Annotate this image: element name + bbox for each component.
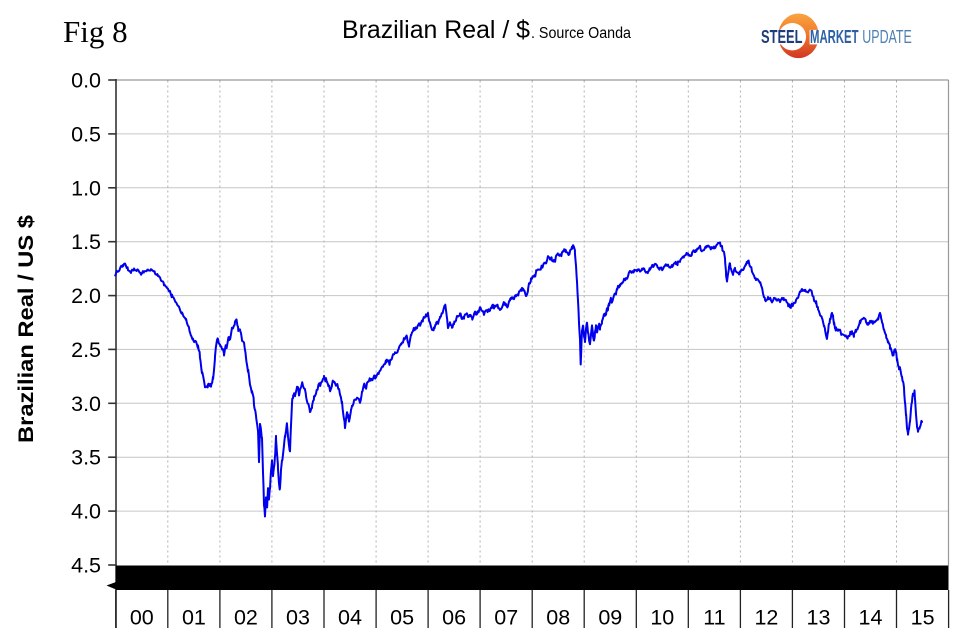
svg-text:3.5: 3.5	[71, 446, 101, 470]
svg-text:01: 01	[182, 605, 206, 629]
svg-text:15: 15	[911, 605, 935, 629]
svg-text:0.5: 0.5	[71, 122, 101, 146]
svg-text:. Source Oanda: . Source Oanda	[531, 25, 631, 42]
svg-text:UPDATE: UPDATE	[862, 26, 912, 47]
svg-text:Fig 8: Fig 8	[63, 14, 128, 49]
svg-text:10: 10	[650, 605, 674, 629]
svg-text:13: 13	[807, 605, 831, 629]
svg-text:02: 02	[234, 605, 258, 629]
svg-text:Brazilian Real / US $: Brazilian Real / US $	[14, 215, 38, 443]
svg-text:03: 03	[286, 605, 310, 629]
svg-text:09: 09	[598, 605, 622, 629]
svg-text:05: 05	[390, 605, 414, 629]
svg-text:3.0: 3.0	[71, 392, 101, 416]
svg-text:06: 06	[442, 605, 466, 629]
svg-text:0.0: 0.0	[71, 69, 101, 93]
svg-text:07: 07	[494, 605, 518, 629]
svg-text:4.5: 4.5	[71, 554, 101, 578]
svg-text:04: 04	[338, 605, 362, 629]
svg-text:1.0: 1.0	[71, 176, 101, 200]
svg-text:00: 00	[130, 605, 154, 629]
svg-text:4.0: 4.0	[71, 500, 101, 524]
svg-text:1.5: 1.5	[71, 230, 101, 254]
svg-text:Brazilian Real / $: Brazilian Real / $	[342, 16, 530, 44]
svg-text:12: 12	[754, 605, 778, 629]
svg-text:08: 08	[546, 605, 570, 629]
svg-text:2.0: 2.0	[71, 284, 101, 308]
svg-text:11: 11	[703, 605, 725, 629]
svg-text:MARKET: MARKET	[810, 26, 859, 47]
svg-text:STEEL: STEEL	[761, 26, 803, 47]
svg-text:14: 14	[859, 605, 883, 629]
svg-text:2.5: 2.5	[71, 338, 101, 362]
